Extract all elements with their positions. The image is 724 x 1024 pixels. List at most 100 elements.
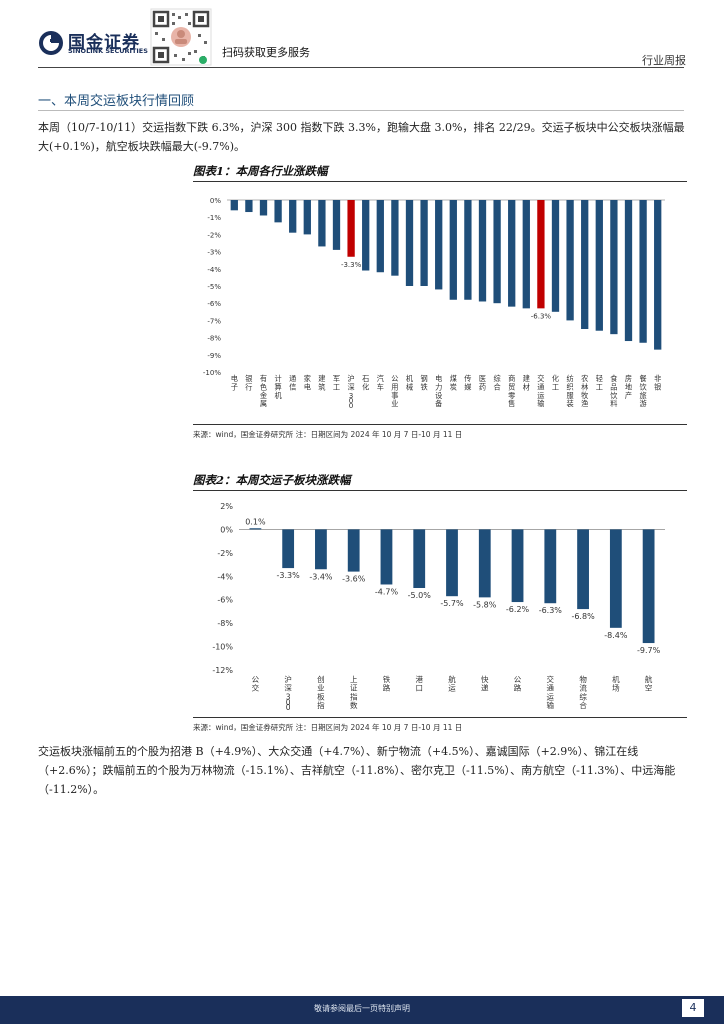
fig1-bar xyxy=(508,200,516,307)
figure1-source: 来源：wind，国金证券研究所 注：日期区间为 2024 年 10 月 7 日-… xyxy=(193,430,463,439)
fig1-bar xyxy=(405,200,414,286)
fig2-bar xyxy=(249,528,262,530)
figure1-bottom-rule xyxy=(193,424,687,425)
fig2-category-label: 机场 xyxy=(612,674,620,693)
fig2-ytick-label: 0% xyxy=(220,525,233,534)
fig2-data-label: -3.3% xyxy=(277,571,301,580)
fig1-category-label: 医药 xyxy=(479,374,486,391)
fig2-category-label: 沪深 3 0 0 xyxy=(284,674,292,712)
fig1-bar xyxy=(449,200,457,300)
report-type-label: 行业周报 xyxy=(642,54,686,67)
fig1-category-label: 公用事业 xyxy=(391,374,398,408)
fig2-bar xyxy=(511,529,524,603)
fig1-bar xyxy=(303,200,311,235)
fig2-category-label: 创业板指 xyxy=(317,674,325,710)
fig2-data-label: -6.2% xyxy=(506,605,530,614)
fig1-category-label: 商贸零售 xyxy=(508,374,515,408)
logo-text-cn: 国金证券 xyxy=(68,33,140,53)
fig1-ytick-label: -4% xyxy=(207,266,221,274)
fig2-data-label: -5.8% xyxy=(473,600,497,609)
fig1-bar xyxy=(537,200,545,309)
fig2-bar xyxy=(577,529,589,610)
fig1-bar xyxy=(318,200,326,247)
fig1-ytick-label: -7% xyxy=(207,317,221,325)
fig1-category-label: 电子 xyxy=(231,374,238,391)
page-number: 4 xyxy=(682,999,704,1017)
fig2-data-label: -4.7% xyxy=(375,587,399,596)
fig2-data-label: -3.4% xyxy=(309,572,333,581)
fig2-bar xyxy=(347,529,360,572)
fig1-ytick-label: -2% xyxy=(207,231,221,239)
fig1-bar xyxy=(420,200,428,286)
header-divider xyxy=(38,67,684,68)
fig2-category-label: 交通运输 xyxy=(547,674,555,710)
fig1-category-label: 有色金属 xyxy=(260,374,267,408)
fig2-data-label: -6.3% xyxy=(539,606,563,615)
fig2-data-label: -8.4% xyxy=(604,631,628,640)
fig1-bar xyxy=(464,200,472,300)
fig1-bar xyxy=(551,200,560,312)
fig2-category-label: 上证指数 xyxy=(350,675,358,710)
fig1-bar xyxy=(654,200,662,350)
section-divider xyxy=(38,110,684,111)
fig1-category-label: 综合 xyxy=(493,374,500,391)
fig2-category-label: 公交 xyxy=(252,675,260,693)
fig1-category-label: 轻工 xyxy=(596,374,603,391)
fig2-bar xyxy=(642,529,655,644)
fig2-bar xyxy=(478,529,491,598)
fig2-ytick-label: -2% xyxy=(217,549,233,558)
fig1-bar xyxy=(332,200,341,250)
fig1-bar xyxy=(347,200,355,257)
fig2-data-label: 0.1% xyxy=(245,517,266,526)
fig2-data-label: -5.7% xyxy=(440,599,464,608)
fig1-category-label: 建筑 xyxy=(318,374,325,391)
fig2-bar xyxy=(446,529,458,597)
fig2-ytick-label: -12% xyxy=(212,666,233,675)
fig1-bar xyxy=(478,200,487,302)
fig2-ytick-label: -4% xyxy=(217,572,233,581)
fig1-category-label: 家电 xyxy=(304,374,311,391)
fig1-bar xyxy=(274,200,282,223)
fig1-ytick-label: -10% xyxy=(203,369,221,377)
fig1-category-label: 交通运输 xyxy=(537,374,544,408)
fig2-data-label: -6.8% xyxy=(571,612,595,621)
fig1-bar xyxy=(245,200,253,213)
fig1-ytick-label: -5% xyxy=(207,283,221,291)
fig1-category-label: 纺织服装 xyxy=(566,374,573,408)
fig1-ytick-label: -3% xyxy=(207,249,221,257)
fig1-category-label: 房地产 xyxy=(625,374,632,400)
fig1-category-label: 餐饮旅游 xyxy=(639,374,647,408)
fig1-bar xyxy=(362,200,370,271)
fig2-ytick-label: -6% xyxy=(217,596,233,605)
logo-text-en: SINOLINK SECURITIES xyxy=(68,47,148,55)
fig1-category-label: 通信 xyxy=(289,374,296,391)
fig2-bar xyxy=(609,529,622,628)
fig2-category-label: 航运 xyxy=(448,674,456,693)
fig2-category-label: 铁路 xyxy=(383,674,391,693)
fig1-bar xyxy=(522,200,530,309)
transport-subsector-chart: 2% 0% -2% -4% -6% -8% -10% -12% 0.1% 公交 -3.3% 沪深 3 0 0… xyxy=(212,502,665,712)
fig1-category-label: 银行 xyxy=(245,374,252,391)
fig1-category-label: 计算机 xyxy=(274,374,282,400)
fig1-ytick-label: 0% xyxy=(210,197,221,205)
fig2-category-label: 公路 xyxy=(514,675,522,693)
intro-paragraph: 本周（10/7-10/11）交运指数下跌 6.3%，沪深 300 指数下跌 3.… xyxy=(38,121,685,153)
fig1-category-label: 沪深 3 0 0 xyxy=(347,374,354,410)
fig1-ytick-label: -9% xyxy=(207,352,221,360)
fig1-category-label: 食品饮料 xyxy=(610,374,618,408)
fig2-data-label: -9.7% xyxy=(637,646,661,655)
figure2-source: 来源：wind，国金证券研究所 注：日期区间为 2024 年 10 月 7 日-… xyxy=(193,723,463,732)
fig2-data-label: -3.6% xyxy=(342,575,366,584)
fig1-bar xyxy=(435,200,443,290)
fig2-ytick-label: -10% xyxy=(212,643,233,652)
fig1-bar xyxy=(376,200,384,273)
fig1-bar xyxy=(493,200,501,304)
fig1-data-label: -6.3% xyxy=(531,312,552,320)
fig2-ytick-label: -8% xyxy=(217,619,233,628)
footer-disclaimer: 敬请参阅最后一页特别声明 xyxy=(314,1004,410,1013)
fig1-ytick-label: -1% xyxy=(207,214,221,222)
fig1-ytick-label: -8% xyxy=(207,335,221,343)
fig1-bar xyxy=(289,200,297,233)
fig1-category-label: 钢铁 xyxy=(420,374,427,391)
fig2-category-label: 快递 xyxy=(481,674,489,693)
